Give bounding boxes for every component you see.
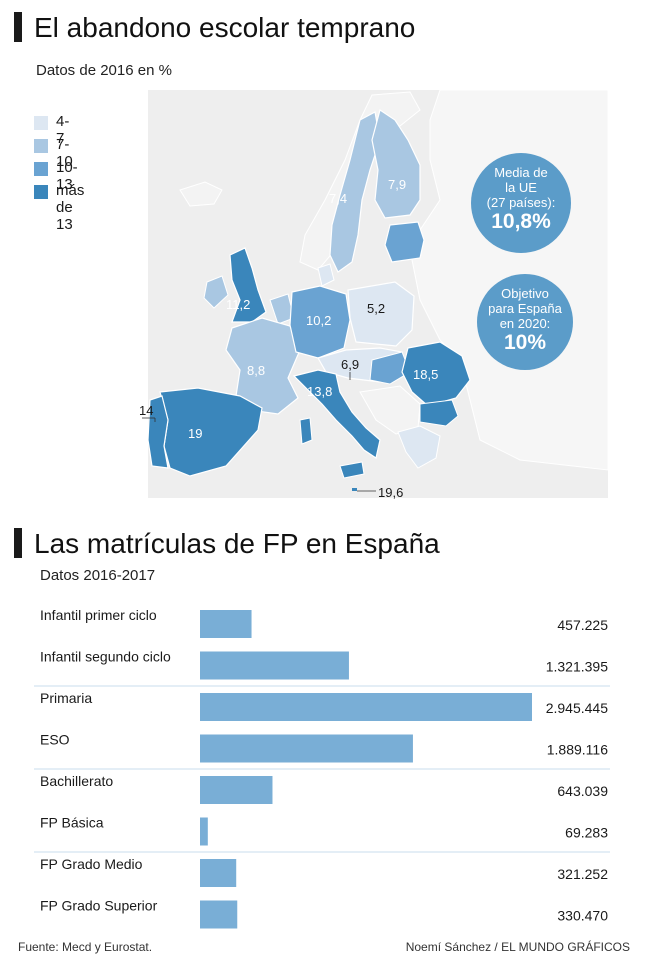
map-value-romania: 18,5 bbox=[413, 367, 439, 382]
map-value-finland: 7,9 bbox=[388, 177, 407, 192]
es-bubble-line3: en 2020: bbox=[499, 316, 551, 331]
map-value-poland: 5,2 bbox=[367, 301, 386, 316]
map-value-portugal: 14 bbox=[139, 403, 154, 418]
category-label: ESO bbox=[40, 732, 70, 748]
legend-swatch bbox=[34, 162, 48, 176]
value-label: 643.039 bbox=[557, 783, 608, 799]
source-note: Fuente: Mecd y Eurostat. bbox=[18, 940, 153, 954]
eu-bubble-line3: (27 países): bbox=[486, 195, 556, 210]
legend-swatch bbox=[34, 116, 48, 130]
portugal-shape bbox=[147, 395, 169, 469]
map-subtitle: Datos de 2016 en % bbox=[36, 62, 172, 79]
bar bbox=[200, 776, 273, 804]
chart-title: Las matrículas de FP en España bbox=[34, 528, 440, 559]
romania-shape bbox=[401, 341, 471, 407]
legend-swatch bbox=[34, 139, 48, 153]
poland-shape bbox=[347, 281, 415, 347]
malta-shape bbox=[352, 488, 357, 491]
bar bbox=[200, 651, 349, 680]
uk-shape bbox=[229, 247, 267, 323]
legend-swatch bbox=[34, 185, 48, 199]
france-shape bbox=[225, 317, 301, 415]
es-bubble-value: 10% bbox=[503, 331, 547, 354]
ireland-shape bbox=[203, 275, 229, 309]
category-label: FP Básica bbox=[40, 815, 104, 831]
category-label: Bachillerato bbox=[40, 773, 113, 789]
value-label: 330.470 bbox=[557, 908, 608, 924]
map-value-spain: 19 bbox=[188, 426, 203, 441]
map-value-germany: 10,2 bbox=[306, 313, 332, 328]
legend-label: 4-7 bbox=[56, 113, 70, 147]
iceland-shape bbox=[179, 181, 223, 207]
sardinia-shape bbox=[299, 417, 313, 445]
legend-label: 7-10 bbox=[56, 136, 73, 170]
finland-shape bbox=[371, 109, 421, 219]
germany-shape bbox=[289, 285, 351, 359]
title-bar-2 bbox=[14, 528, 22, 558]
map-title: El abandono escolar temprano bbox=[34, 12, 416, 43]
spain-target-bubble: Objetivo para España en 2020: 10% bbox=[477, 274, 573, 370]
es-bubble-line2: para España bbox=[488, 301, 562, 316]
norway-shape bbox=[299, 91, 421, 271]
map-value-malta: 19,6 bbox=[378, 485, 404, 500]
denmark-shape bbox=[317, 263, 335, 287]
eu-average-bubble: Media de la UE (27 países): 10,8% bbox=[471, 153, 571, 253]
legend-label: más de 13 bbox=[56, 182, 85, 233]
value-label: 457.225 bbox=[557, 617, 608, 633]
map-value-sweden: 7,4 bbox=[329, 191, 348, 206]
category-label: Primaria bbox=[40, 690, 92, 706]
value-label: 1.321.395 bbox=[546, 659, 608, 675]
sicily-shape bbox=[339, 461, 365, 479]
value-label: 2.945.445 bbox=[546, 700, 608, 716]
map-value-italy: 13,8 bbox=[307, 384, 333, 399]
eu-bubble-line1: Media de bbox=[494, 165, 548, 180]
title-bar-1 bbox=[14, 12, 22, 42]
credit-note: Noemí Sánchez / EL MUNDO GRÁFICOS bbox=[405, 940, 630, 954]
category-label: Infantil segundo ciclo bbox=[40, 649, 171, 665]
eu-bubble-value: 10,8% bbox=[491, 210, 551, 233]
chart-subtitle: Datos 2016-2017 bbox=[40, 567, 156, 584]
category-label: FP Grado Medio bbox=[40, 856, 143, 872]
bar bbox=[200, 859, 237, 887]
map-value-france: 8,8 bbox=[247, 363, 266, 378]
value-label: 69.283 bbox=[565, 825, 608, 841]
bar bbox=[200, 734, 413, 763]
legend-label: 10-13 bbox=[56, 159, 78, 193]
es-bubble-line1: Objetivo bbox=[501, 286, 549, 301]
bulgaria-shape bbox=[419, 399, 459, 427]
hungary-shape bbox=[369, 351, 411, 385]
bar bbox=[200, 817, 208, 846]
value-label: 321.252 bbox=[557, 866, 608, 882]
value-label: 1.889.116 bbox=[547, 742, 608, 758]
category-label: FP Grado Superior bbox=[40, 898, 158, 914]
italy-shape bbox=[292, 369, 381, 459]
bar bbox=[200, 610, 252, 638]
greece-shape bbox=[397, 425, 441, 469]
baltics-shape bbox=[384, 221, 425, 263]
map-value-uk: 11,2 bbox=[226, 297, 251, 312]
category-label: Infantil primer ciclo bbox=[40, 607, 157, 623]
bar bbox=[200, 693, 532, 721]
eu-bubble-line2: la UE bbox=[505, 180, 537, 195]
bar bbox=[200, 900, 238, 929]
map-value-slovenia: 6,9 bbox=[341, 357, 360, 372]
